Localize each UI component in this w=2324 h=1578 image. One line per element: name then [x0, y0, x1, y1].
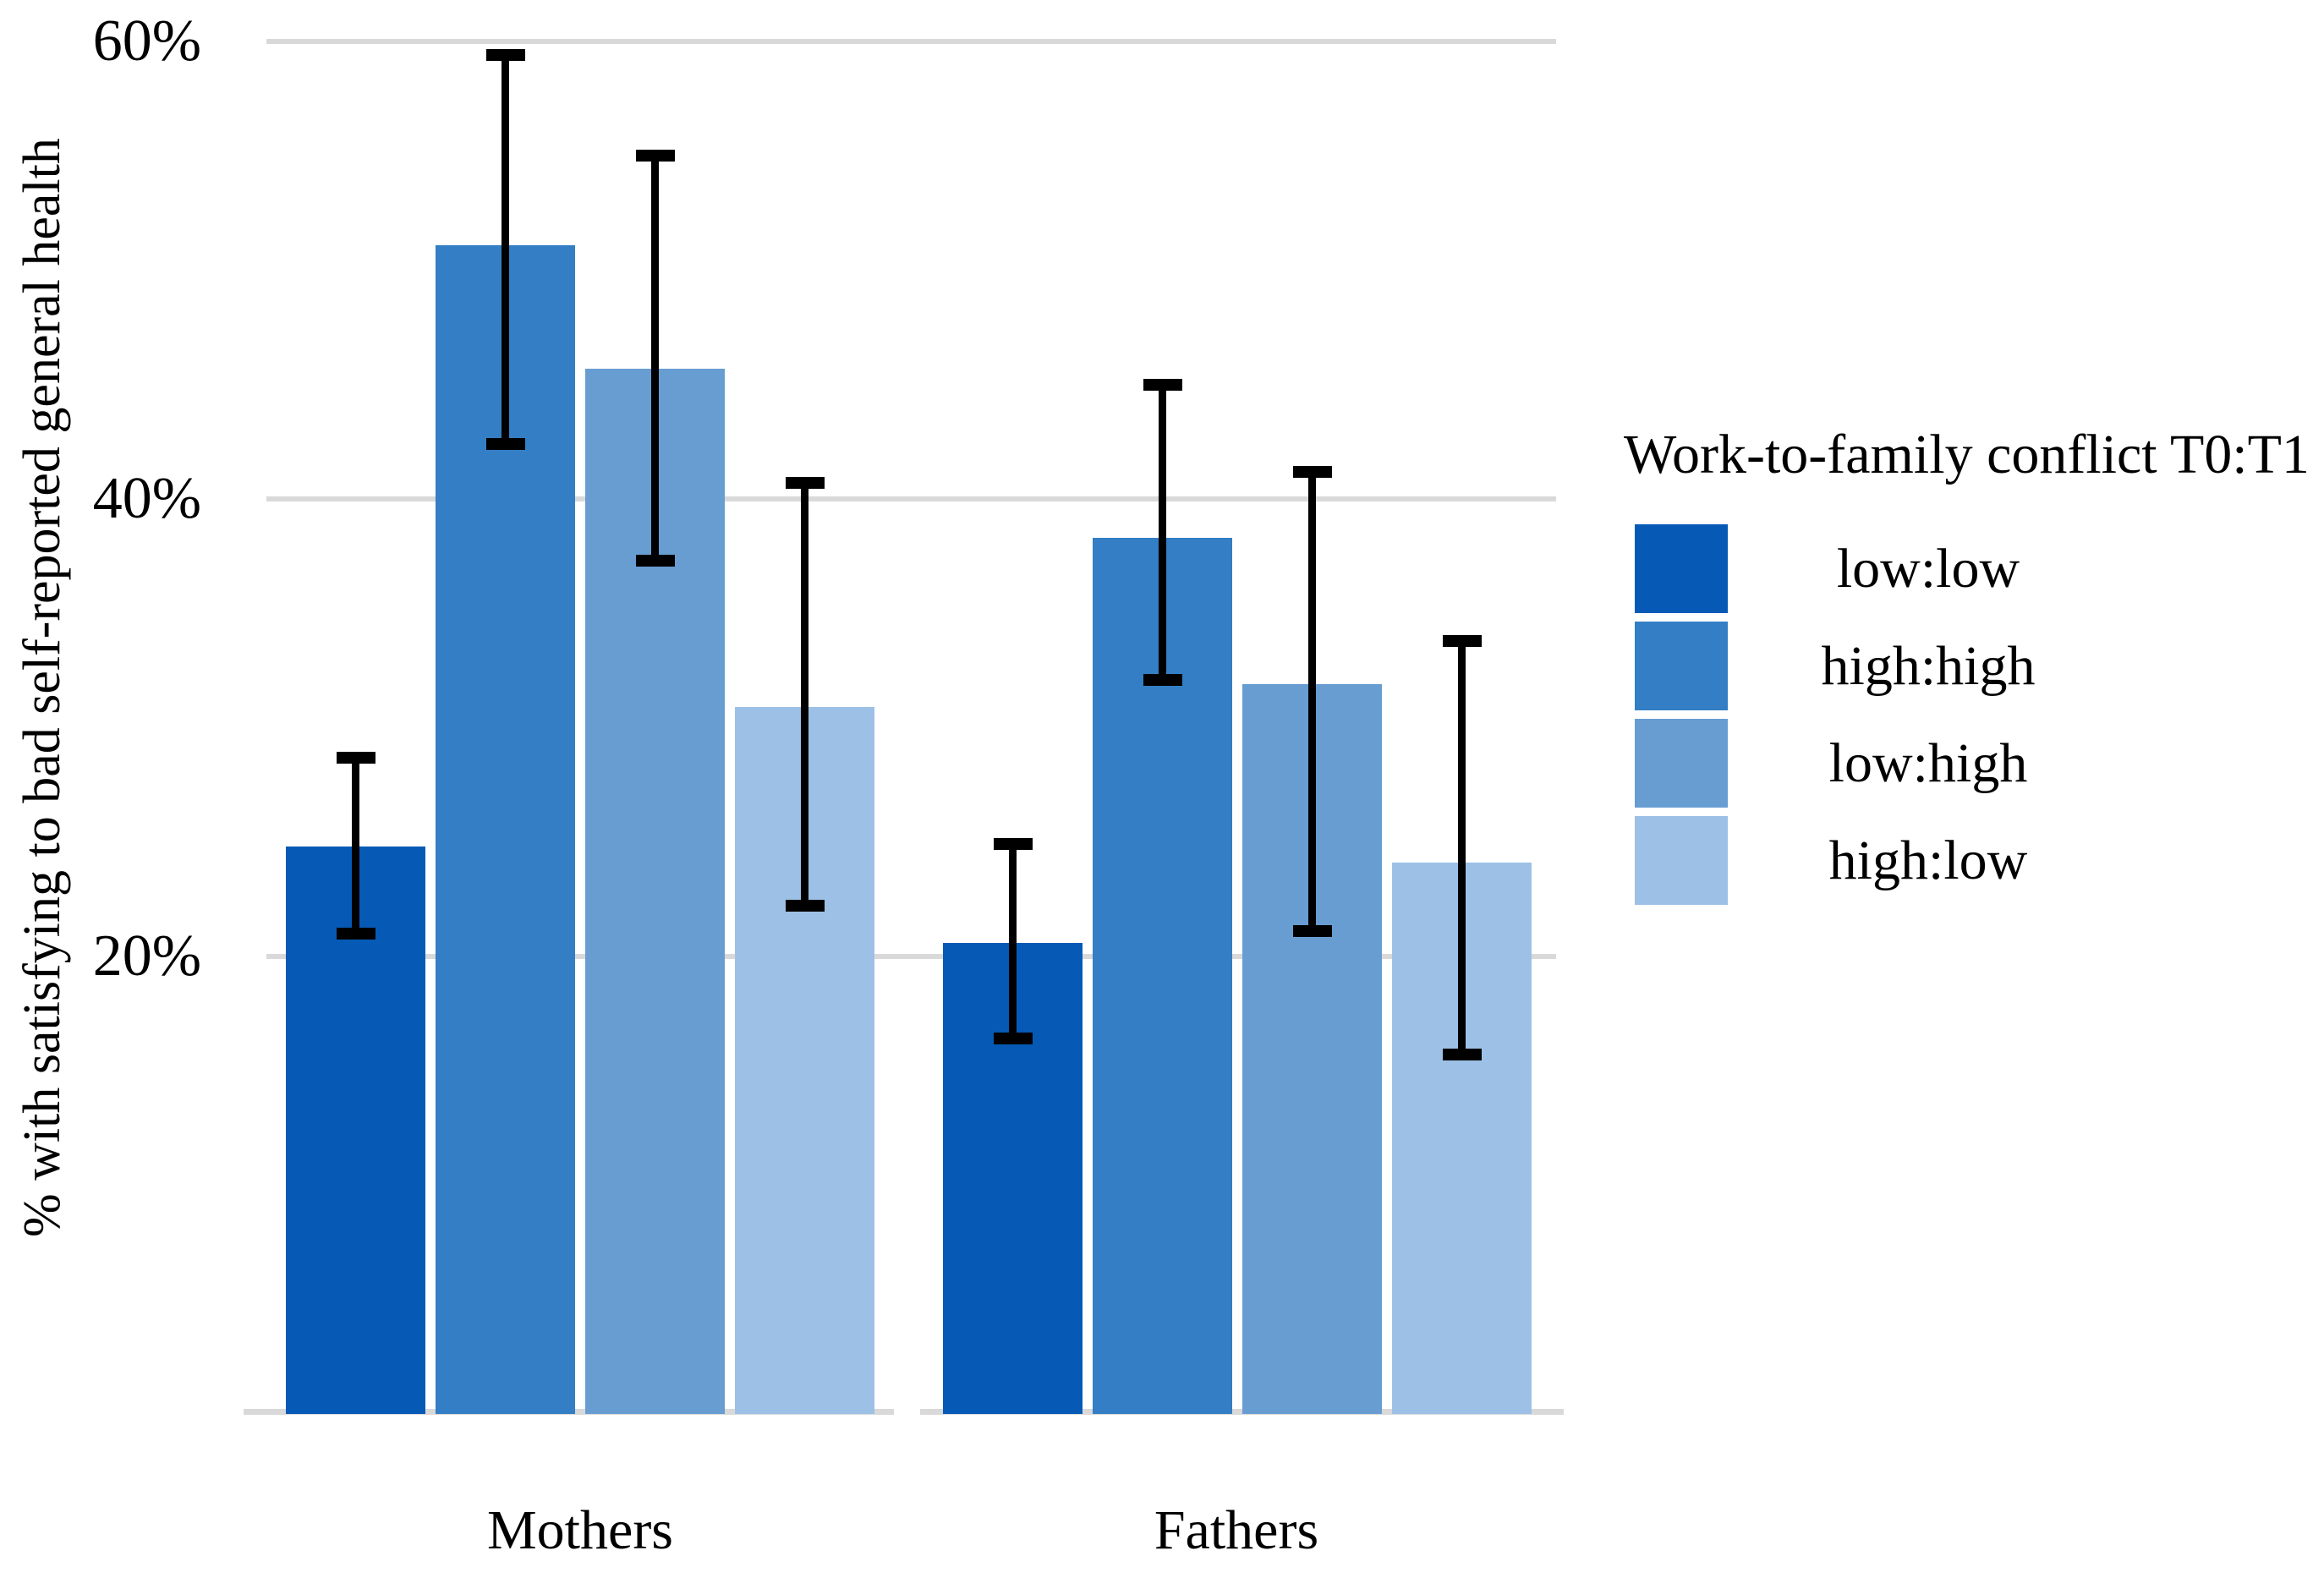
legend-swatch-high-high — [1635, 622, 1728, 710]
y-tick-label-60: 60% — [92, 8, 201, 74]
error-bar-mothers-high-low — [801, 483, 808, 907]
error-bar-fathers-high-low — [1458, 640, 1466, 1055]
error-cap-bottom-mothers-low-high — [635, 555, 675, 567]
error-cap-top-mothers-high-low — [785, 477, 825, 490]
error-bar-mothers-low-low — [352, 757, 359, 934]
legend-swatch-low-low — [1635, 524, 1728, 613]
legend-label-low-low: low:low — [1836, 538, 2020, 600]
error-cap-bottom-fathers-high-low — [1442, 1049, 1482, 1061]
error-cap-bottom-fathers-low-high — [1292, 925, 1332, 938]
error-cap-top-fathers-low-low — [993, 838, 1033, 851]
gridline-20 — [266, 954, 1556, 959]
legend-label-high-low: high:low — [1828, 830, 2028, 891]
category-label-fathers: Fathers — [1154, 1499, 1319, 1561]
y-tick-label-40: 40% — [92, 466, 201, 531]
error-cap-top-fathers-low-high — [1292, 465, 1332, 478]
x-axis-line-fathers — [920, 1409, 1564, 1415]
error-cap-top-fathers-high-high — [1143, 378, 1182, 391]
error-bar-fathers-high-high — [1159, 384, 1166, 680]
error-bar-fathers-low-high — [1308, 471, 1316, 932]
legend-swatch-high-low — [1635, 816, 1728, 905]
error-cap-bottom-mothers-low-low — [336, 927, 375, 940]
gridline-60 — [266, 39, 1556, 44]
legend-label-low-high: low:high — [1828, 732, 2028, 794]
error-bar-mothers-low-high — [651, 156, 659, 562]
gridline-40 — [266, 496, 1556, 501]
error-cap-bottom-fathers-high-high — [1143, 673, 1182, 686]
y-axis-title-text: % with satisfying to bad self-reported g… — [14, 138, 71, 1237]
error-bar-mothers-high-high — [502, 55, 509, 445]
legend-label-high-high: high:high — [1821, 635, 2036, 697]
error-cap-top-mothers-high-high — [485, 49, 525, 62]
error-cap-top-mothers-low-low — [336, 751, 375, 764]
bar-mothers-low-low — [286, 847, 425, 1414]
error-cap-top-mothers-low-high — [635, 150, 675, 162]
y-axis-title: % with satisfying to bad self-reported g… — [8, 49, 76, 1326]
legend-swatch-low-high — [1635, 719, 1728, 808]
legend-title: Work-to-family conflict T0:T1 — [1624, 424, 2310, 485]
error-bar-fathers-low-low — [1009, 844, 1017, 1039]
error-cap-bottom-mothers-high-high — [485, 438, 525, 451]
error-cap-bottom-mothers-high-low — [785, 900, 825, 912]
error-cap-bottom-fathers-low-low — [993, 1033, 1033, 1045]
y-tick-label-20: 20% — [92, 923, 201, 989]
category-label-mothers: Mothers — [487, 1499, 673, 1561]
error-cap-top-fathers-high-low — [1442, 634, 1482, 647]
